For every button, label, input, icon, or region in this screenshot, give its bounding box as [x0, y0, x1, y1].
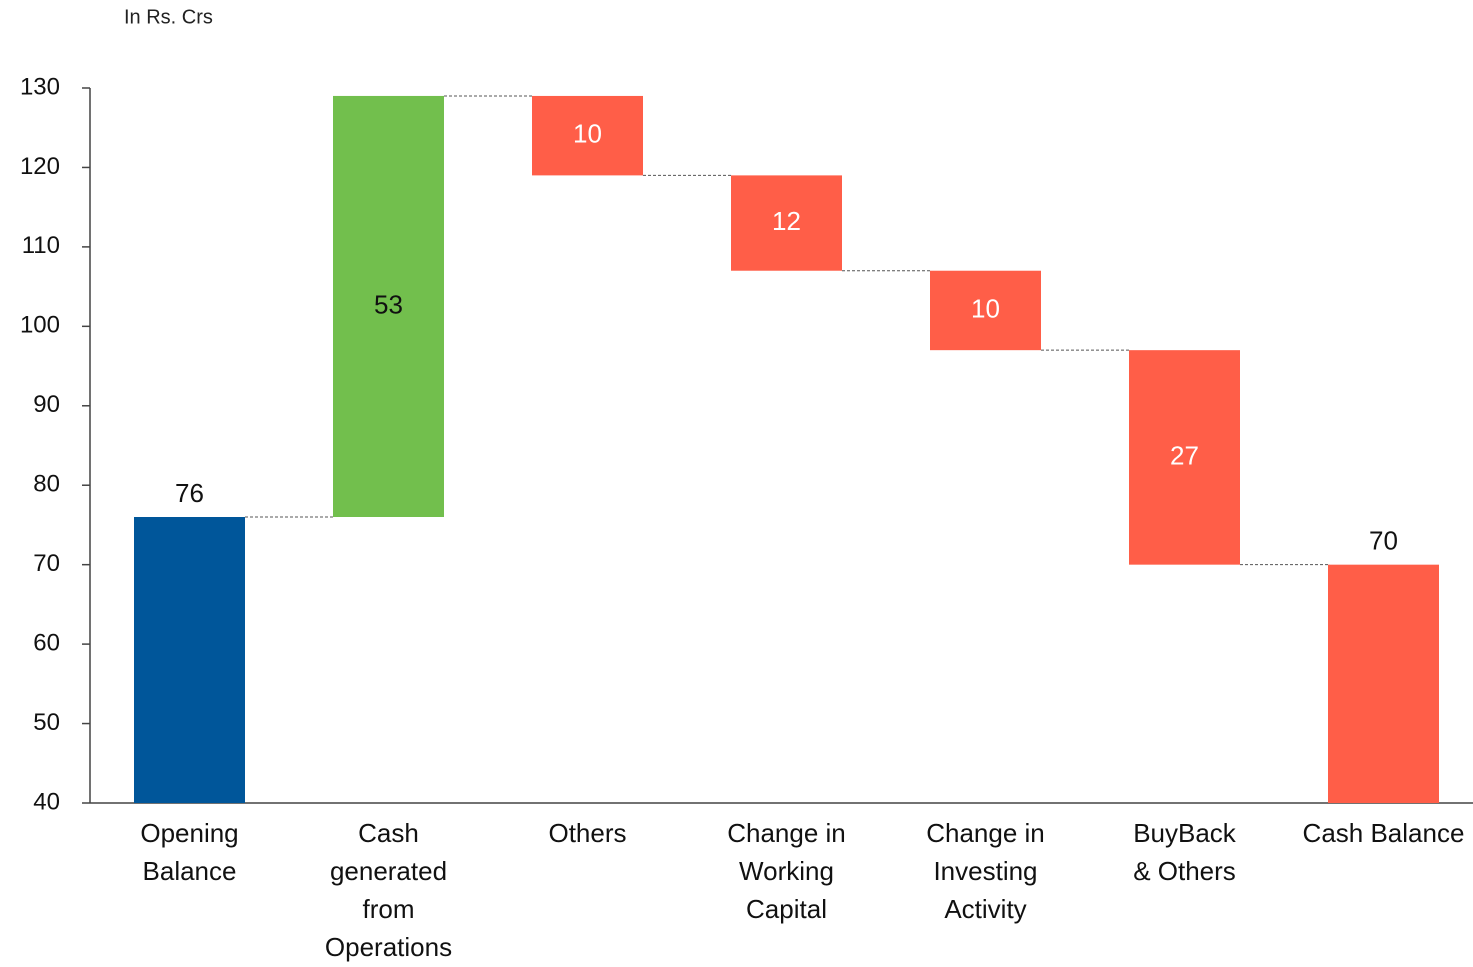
- x-tick-label: Activity: [944, 894, 1026, 924]
- x-tick-label: Cash Balance: [1303, 818, 1465, 848]
- value-label: 12: [772, 206, 801, 236]
- x-tick-label: Balance: [143, 856, 237, 886]
- bar: [731, 175, 842, 271]
- bar: [134, 517, 245, 803]
- unit-note: In Rs. Crs: [124, 6, 213, 28]
- x-tick-label: from: [363, 894, 415, 924]
- y-tick-label: 40: [33, 788, 60, 815]
- y-tick-label: 60: [33, 629, 60, 656]
- value-label: 76: [175, 478, 204, 508]
- y-tick-label: 90: [33, 391, 60, 418]
- y-tick-label: 80: [33, 471, 60, 498]
- value-label: 10: [971, 293, 1000, 323]
- x-tick-label: Investing: [933, 856, 1037, 886]
- value-label: 27: [1170, 440, 1199, 470]
- x-tick-label: generated: [330, 856, 447, 886]
- x-tick-label: BuyBack: [1133, 818, 1237, 848]
- y-tick-label: 120: [20, 153, 60, 180]
- y-tick-label: 100: [20, 312, 60, 339]
- x-tick-label: Capital: [746, 894, 827, 924]
- bar: [333, 95, 444, 517]
- x-tick-label: Working: [739, 856, 834, 886]
- value-label: 70: [1369, 526, 1398, 556]
- x-tick-label: Change in: [727, 818, 846, 848]
- bar: [1328, 564, 1439, 803]
- y-tick-label: 130: [20, 73, 60, 100]
- x-tick-label: Change in: [926, 818, 1045, 848]
- y-tick-label: 50: [33, 709, 60, 736]
- y-tick-label: 110: [22, 232, 60, 259]
- x-tick-label: Others: [548, 818, 626, 848]
- bar: [930, 270, 1041, 351]
- bar: [1129, 350, 1240, 565]
- value-label: 53: [374, 289, 403, 319]
- value-label: 10: [573, 119, 602, 149]
- x-tick-label: Cash: [358, 818, 419, 848]
- bar: [532, 95, 643, 176]
- x-tick-label: & Others: [1133, 856, 1236, 886]
- x-tick-label: Opening: [140, 818, 238, 848]
- x-tick-label: Operations: [325, 932, 452, 962]
- y-tick-label: 70: [33, 550, 60, 577]
